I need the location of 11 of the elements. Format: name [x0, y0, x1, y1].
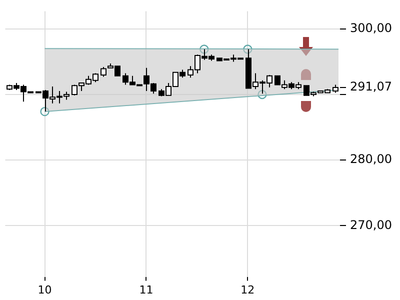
y-tick-label: 280,00 — [350, 152, 392, 166]
point — [40, 106, 50, 116]
point — [243, 44, 252, 54]
y-tick-label: 270,00 — [350, 218, 392, 232]
y-tick-label: 300,00 — [350, 21, 392, 36]
y-tick-label: 291,07 — [350, 80, 392, 94]
x-tick-label: 11 — [139, 283, 154, 296]
x-tick-label: 10 — [38, 283, 52, 296]
x-tick-label: 12 — [240, 283, 255, 296]
point — [200, 44, 209, 54]
point — [258, 90, 267, 100]
